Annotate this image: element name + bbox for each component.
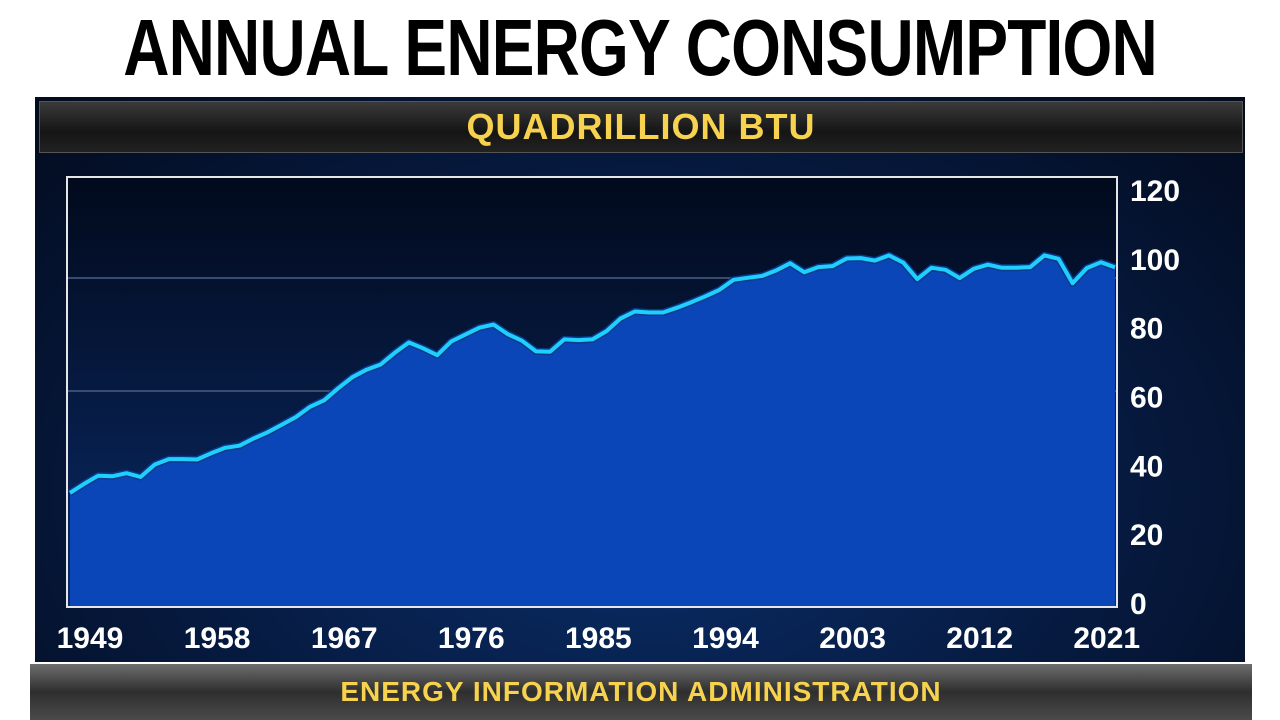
- plot-frame: [66, 176, 1118, 608]
- x-tick-label: 1976: [438, 622, 505, 655]
- y-tick-label: 80: [1130, 313, 1163, 346]
- x-tick-label: 1958: [184, 622, 251, 655]
- area-fill: [70, 255, 1115, 606]
- y-tick-label: 20: [1130, 519, 1163, 552]
- source-label: ENERGY INFORMATION ADMINISTRATION: [340, 676, 942, 707]
- x-tick-label: 1967: [311, 622, 378, 655]
- subtitle-bar: QUADRILLION BTU: [39, 101, 1243, 153]
- x-tick-label: 2012: [946, 622, 1013, 655]
- x-tick-label: 2003: [819, 622, 886, 655]
- title-bar: ANNUAL ENERGY CONSUMPTION: [0, 0, 1280, 96]
- y-tick-label: 60: [1130, 382, 1163, 415]
- x-tick-label: 1949: [57, 622, 124, 655]
- y-tick-label: 120: [1130, 175, 1180, 208]
- chart-title: ANNUAL ENERGY CONSUMPTION: [123, 3, 1158, 92]
- x-tick-label: 1994: [692, 622, 759, 655]
- y-tick-label: 40: [1130, 450, 1163, 483]
- x-tick-label: 2021: [1073, 622, 1140, 655]
- x-tick-label: 1985: [565, 622, 632, 655]
- y-tick-label: 100: [1130, 244, 1180, 277]
- source-bar: ENERGY INFORMATION ADMINISTRATION: [30, 664, 1252, 720]
- chart-subtitle: QUADRILLION BTU: [466, 106, 816, 147]
- y-tick-label: 0: [1130, 588, 1147, 621]
